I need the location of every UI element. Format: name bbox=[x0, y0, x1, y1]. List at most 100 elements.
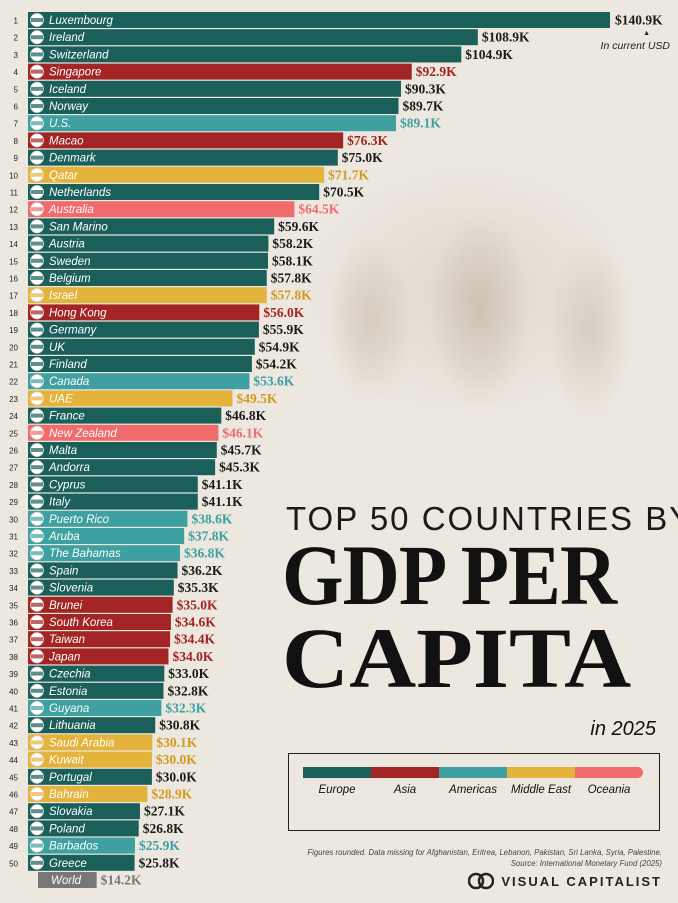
bar bbox=[28, 321, 259, 338]
country-row: 27 Andorra $45.3K bbox=[9, 459, 260, 476]
value-label: $34.4K bbox=[174, 632, 215, 647]
country-row: 30 Puerto Rico $38.6K bbox=[9, 510, 233, 527]
rank-label: 4 bbox=[14, 68, 19, 77]
value-label: $46.8K bbox=[225, 408, 266, 423]
flag-stripe bbox=[31, 155, 43, 160]
country-name: Norway bbox=[49, 101, 89, 113]
country-name: Estonia bbox=[49, 686, 87, 698]
value-label: $34.0K bbox=[172, 649, 213, 664]
bar bbox=[28, 665, 165, 682]
rank-label: 28 bbox=[9, 481, 18, 490]
country-row: 26 Malta $45.7K bbox=[9, 442, 262, 458]
country-name: Cyprus bbox=[49, 479, 86, 491]
value-label: $57.8K bbox=[271, 288, 312, 303]
bar bbox=[28, 562, 178, 579]
bar bbox=[28, 29, 478, 46]
rank-label: 11 bbox=[10, 189, 19, 198]
country-row: 41 Guyana $32.3K bbox=[9, 700, 207, 716]
country-name: Hong Kong bbox=[49, 307, 107, 319]
value-label: $25.9K bbox=[139, 838, 180, 853]
flag-stripe bbox=[31, 293, 43, 298]
value-label: $89.7K bbox=[403, 99, 444, 114]
bar bbox=[28, 98, 399, 114]
legend-label-americas: Americas bbox=[449, 784, 497, 796]
value-label: $53.6K bbox=[253, 374, 294, 389]
country-name: Greece bbox=[49, 858, 87, 870]
rank-label: 6 bbox=[14, 103, 19, 112]
value-label: $25.8K bbox=[139, 855, 180, 870]
bar bbox=[28, 184, 320, 200]
flag-stripe bbox=[31, 568, 43, 573]
country-row: 47 Slovakia $27.1K bbox=[9, 803, 185, 820]
rank-label: 36 bbox=[9, 619, 18, 628]
country-row: 44 Kuwait $30.0K bbox=[9, 751, 197, 768]
country-row: 12 Australia $64.5K bbox=[9, 201, 340, 218]
rank-label: 23 bbox=[9, 395, 18, 404]
country-name: Australia bbox=[48, 204, 94, 216]
country-row: 2 Ireland $108.9K bbox=[14, 29, 530, 46]
rank-label: 41 bbox=[9, 705, 18, 714]
value-label: $14.2K bbox=[101, 873, 142, 888]
bar bbox=[28, 356, 252, 372]
bar bbox=[28, 63, 412, 80]
bar bbox=[28, 149, 338, 166]
country-row: 28 Cyprus $41.1K bbox=[9, 476, 243, 493]
bar bbox=[38, 872, 97, 888]
country-name: Japan bbox=[48, 651, 80, 663]
legend-label-europe: Europe bbox=[318, 784, 356, 796]
country-row: 46 Bahrain $28.9K bbox=[9, 786, 193, 802]
country-name: Canada bbox=[49, 376, 89, 388]
flag-stripe bbox=[31, 344, 43, 349]
bar bbox=[28, 820, 139, 837]
bar bbox=[28, 682, 164, 699]
flag-stripe bbox=[31, 190, 43, 194]
flag-stripe bbox=[31, 499, 43, 504]
rank-label: 33 bbox=[9, 567, 18, 576]
country-row: 22 Canada $53.6K bbox=[9, 373, 295, 390]
value-label: $30.8K bbox=[159, 718, 200, 733]
country-row: 50 Greece $25.8K bbox=[9, 854, 180, 871]
rank-label: 29 bbox=[9, 498, 18, 507]
bar bbox=[28, 648, 169, 665]
country-name: Italy bbox=[49, 497, 71, 509]
value-label: $55.9K bbox=[263, 322, 304, 337]
value-label: $37.8K bbox=[188, 529, 229, 544]
country-name: Bahrain bbox=[49, 789, 89, 801]
value-label: $35.0K bbox=[177, 597, 218, 612]
country-name: World bbox=[51, 875, 82, 887]
country-name: Qatar bbox=[49, 170, 79, 182]
flag-stripe bbox=[31, 121, 43, 126]
flag-stripe bbox=[31, 637, 43, 642]
value-label: $34.6K bbox=[175, 615, 216, 630]
country-row: 34 Slovenia $35.3K bbox=[9, 579, 219, 596]
country-row: 45 Portugal $30.0K bbox=[9, 768, 197, 785]
country-name: Germany bbox=[49, 325, 98, 337]
legend-swatch-europe bbox=[303, 767, 371, 778]
bar bbox=[28, 459, 216, 476]
country-row: 6 Norway $89.7K bbox=[14, 98, 444, 114]
value-label: $32.3K bbox=[165, 701, 206, 716]
value-label: $90.3K bbox=[405, 81, 446, 96]
flag-stripe bbox=[31, 224, 43, 229]
flag-stripe bbox=[31, 172, 43, 177]
country-name: Slovenia bbox=[49, 583, 93, 595]
country-row: 39 Czechia $33.0K bbox=[9, 665, 210, 682]
rank-label: 2 bbox=[14, 34, 19, 43]
bar bbox=[28, 46, 462, 63]
country-name: Iceland bbox=[49, 84, 87, 96]
country-row: 21 Finland $54.2K bbox=[9, 356, 297, 372]
value-label: $140.9K bbox=[615, 13, 663, 28]
rank-label: 3 bbox=[14, 51, 19, 60]
country-row: 40 Estonia $32.8K bbox=[9, 682, 209, 699]
flag-stripe bbox=[31, 379, 43, 384]
rank-label: 37 bbox=[9, 636, 18, 645]
value-label: $59.6K bbox=[278, 219, 319, 234]
bar bbox=[28, 579, 174, 596]
country-name: Andorra bbox=[48, 462, 90, 474]
bar bbox=[28, 631, 171, 648]
country-row: 31 Aruba $37.8K bbox=[9, 528, 230, 544]
country-row: 16 Belgium $57.8K bbox=[9, 270, 312, 286]
rank-label: 27 bbox=[9, 464, 18, 473]
flag-stripe bbox=[31, 792, 43, 796]
value-label: $35.3K bbox=[178, 580, 219, 595]
